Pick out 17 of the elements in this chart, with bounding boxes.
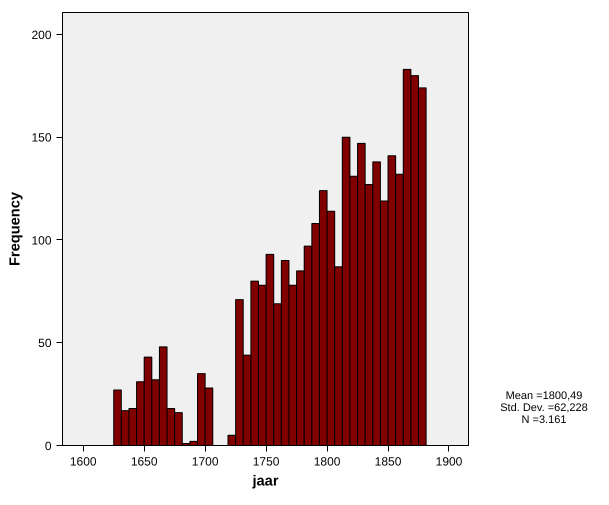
y-tick-label: 150	[31, 130, 52, 145]
x-tick-label: 1850	[374, 454, 402, 468]
y-tick-label: 100	[31, 233, 52, 248]
y-axis-title: Frequency	[7, 191, 24, 266]
text: N =3.161	[522, 414, 566, 426]
x-axis-title: jaar	[251, 474, 279, 490]
x-tick-label: 1900	[436, 454, 463, 468]
y-tick-label: 200	[31, 28, 52, 42]
x-tick-label: 1700	[192, 454, 219, 468]
x-tick-label: 1600	[70, 454, 97, 468]
x-tick-label: 1650	[130, 454, 158, 468]
y-tick-label: 0	[44, 439, 52, 453]
x-tick-label: 1800	[314, 454, 341, 468]
text: Mean =1800,49	[506, 390, 582, 402]
x-tick-label: 1750	[252, 454, 280, 468]
text: Std. Dev. =62,228	[500, 402, 588, 414]
y-tick-label: 50	[38, 336, 52, 350]
